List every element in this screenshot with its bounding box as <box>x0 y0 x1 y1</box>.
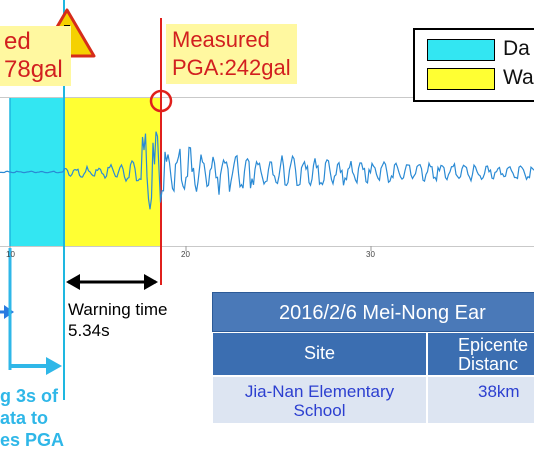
legend-label-1: Wa <box>503 66 534 89</box>
legend-swatch-cyan <box>427 39 495 61</box>
cyan-arrows <box>0 248 62 375</box>
seismic-trace <box>0 131 534 210</box>
table-header-distance: Epicente Distanc <box>427 332 534 376</box>
x-tick-20: 20 <box>181 250 190 259</box>
table-cell-site: Jia-Nan Elementary School <box>212 376 427 424</box>
pga-marker-circle <box>149 89 173 113</box>
note-text: g 3s of ata to es PGA <box>0 385 64 451</box>
x-tick-30: 30 <box>366 250 375 259</box>
measured-line1: Measured <box>172 27 270 52</box>
detected-label-line1: ed <box>4 28 31 55</box>
table-cell-distance: 38km <box>427 376 534 424</box>
note-line2: ata to <box>0 408 49 428</box>
x-tick-10: 10 <box>6 250 15 259</box>
detected-label: ed 78gal <box>0 26 71 86</box>
warning-time-value: 5.34s <box>68 321 110 340</box>
warning-time-arrow <box>66 274 158 290</box>
legend-label-0: Da <box>503 37 530 60</box>
waveform-plot-frame <box>0 97 534 247</box>
note-line3: es PGA <box>0 430 65 450</box>
warning-time-line1: Warning time <box>68 300 168 319</box>
measured-pga-label: Measured PGA:242gal <box>166 24 297 84</box>
table-title: 2016/2/6 Mei-Nong Ear <box>212 292 534 332</box>
warning-region <box>64 98 161 246</box>
legend: Da Wa <box>413 28 534 102</box>
table-header-site: Site <box>212 332 427 376</box>
warning-time-text: Warning time 5.34s <box>68 299 168 341</box>
note-line1: g 3s of <box>0 386 59 406</box>
legend-swatch-yellow <box>427 68 495 90</box>
measured-line2: PGA:242gal <box>172 55 291 80</box>
detected-label-line2: 78gal <box>4 56 63 83</box>
event-table: 2016/2/6 Mei-Nong Ear Site Epicente Dist… <box>212 292 534 432</box>
